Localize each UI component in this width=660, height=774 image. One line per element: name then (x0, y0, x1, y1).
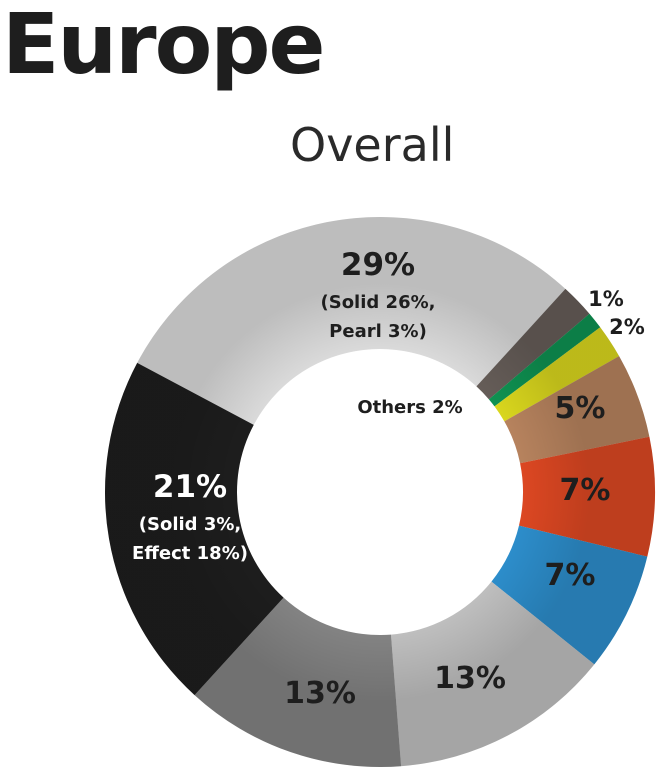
slice-label: 2% (609, 315, 645, 339)
chart-title: Europe (2, 0, 325, 93)
slice-label: 7% (560, 473, 611, 508)
slice-sublabel: (Solid 26%, (321, 292, 436, 313)
slice-label: 21% (153, 469, 227, 505)
slice-label: Others 2% (357, 397, 462, 418)
chart-subtitle: Overall (290, 118, 455, 172)
slice-label: 13% (434, 661, 506, 696)
donut-shading (105, 217, 655, 767)
slice-label: 7% (545, 558, 596, 593)
slice-label: 1% (588, 287, 624, 311)
slice-sublabel: Effect 18%) (132, 543, 248, 564)
slice-sublabel: (Solid 3%, (139, 514, 241, 535)
slice-sublabel: Pearl 3%) (329, 321, 427, 342)
slice-label: 5% (555, 391, 606, 426)
slice-label: 13% (284, 676, 356, 711)
slice-label: 29% (341, 247, 415, 283)
